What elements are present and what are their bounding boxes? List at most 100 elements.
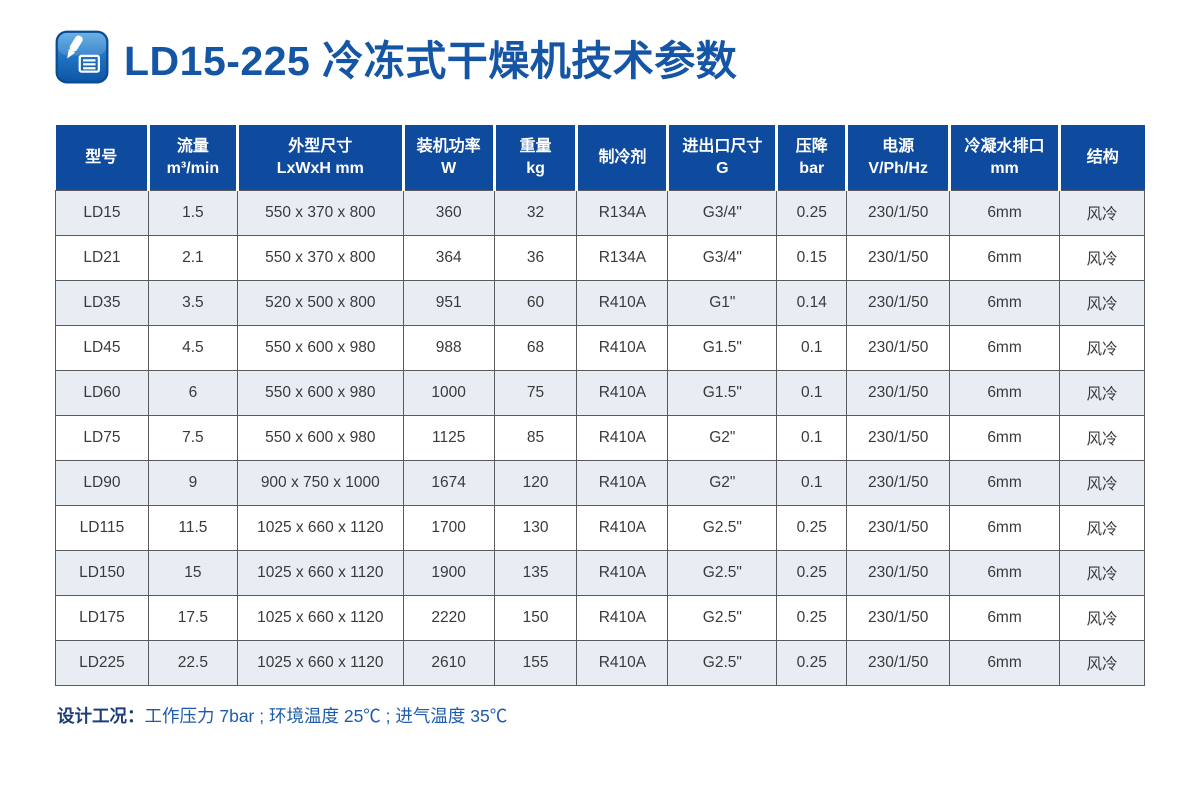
column-header: 进出口尺寸 G: [666, 125, 777, 191]
table-cell: 6mm: [949, 280, 1060, 326]
table-cell: 230/1/50: [846, 370, 951, 416]
table-cell: 230/1/50: [846, 415, 951, 461]
table-row: LD90 9 900 x 750 x 1000 1674 120 R410A G2" 0.1 2…: [55, 460, 1146, 506]
table-cell: 6: [147, 370, 238, 416]
table-header-row: 型号 流量 m³/min 外型尺寸 LxWxH mm 装机功率 W 重量 kg 制冷剂 进出口尺寸 G…: [55, 125, 1145, 191]
table-cell: 1025 x 660 x 1120: [236, 505, 404, 551]
table-cell: 230/1/50: [846, 505, 951, 551]
table-cell: 360: [402, 190, 495, 236]
table-cell: LD60: [55, 370, 149, 416]
table-cell: R410A: [576, 505, 669, 551]
table-cell: 6mm: [949, 235, 1060, 281]
table-cell: 550 x 600 x 980: [236, 415, 404, 461]
column-header: 压降 bar: [775, 125, 847, 191]
table-cell: 230/1/50: [846, 460, 951, 506]
table-cell: 900 x 750 x 1000: [236, 460, 404, 506]
table-cell: 风冷: [1058, 460, 1146, 506]
table-cell: G1.5": [667, 370, 778, 416]
table-cell: LD90: [55, 460, 149, 506]
table-cell: 风冷: [1058, 505, 1146, 551]
column-header: 冷凝水排口 mm: [948, 125, 1060, 191]
table-cell: 2.1: [147, 235, 238, 281]
table-cell: LD75: [55, 415, 149, 461]
table-cell: LD21: [55, 235, 149, 281]
table-cell: 1674: [402, 460, 495, 506]
table-cell: 11.5: [147, 505, 238, 551]
table-cell: LD150: [55, 550, 149, 596]
table-cell: 0.25: [776, 550, 848, 596]
table-cell: R410A: [576, 325, 669, 371]
table-cell: 风冷: [1058, 640, 1146, 686]
column-header: 装机功率 W: [401, 125, 495, 191]
table-row: LD225 22.5 1025 x 660 x 1120 2610 155 R410A G2…: [55, 640, 1146, 686]
table-cell: 0.1: [776, 415, 848, 461]
table-cell: 130: [493, 505, 578, 551]
table-cell: 2610: [402, 640, 495, 686]
table-cell: 1125: [402, 415, 495, 461]
table-cell: 6mm: [949, 460, 1060, 506]
table-cell: G3/4": [667, 235, 778, 281]
table-cell: G2.5": [667, 640, 778, 686]
table-cell: 1900: [402, 550, 495, 596]
table-cell: 75: [493, 370, 578, 416]
table-cell: 0.1: [776, 370, 848, 416]
table-cell: LD45: [55, 325, 149, 371]
table-cell: R410A: [576, 640, 669, 686]
table-cell: 0.14: [776, 280, 848, 326]
table-cell: 0.15: [776, 235, 848, 281]
table-cell: 60: [493, 280, 578, 326]
table-cell: LD115: [55, 505, 149, 551]
table-cell: 风冷: [1058, 325, 1146, 371]
table-cell: 9: [147, 460, 238, 506]
table-row: LD45 4.5 550 x 600 x 980 988 68 R410A G1.5" 0.1…: [55, 325, 1146, 371]
table-cell: 520 x 500 x 800: [236, 280, 404, 326]
table-cell: 6mm: [949, 595, 1060, 641]
column-header: 制冷剂: [575, 125, 668, 191]
table-cell: G3/4": [667, 190, 778, 236]
table-cell: LD175: [55, 595, 149, 641]
table-cell: 6mm: [949, 550, 1060, 596]
table-header: 型号 流量 m³/min 外型尺寸 LxWxH mm 装机功率 W 重量 kg 制冷剂 进出口尺寸 G…: [55, 125, 1145, 191]
table-cell: R410A: [576, 370, 669, 416]
table-cell: LD15: [55, 190, 149, 236]
table-cell: G2.5": [667, 550, 778, 596]
column-header: 重量 kg: [492, 125, 577, 191]
table-cell: 36: [493, 235, 578, 281]
table-cell: 550 x 600 x 980: [236, 370, 404, 416]
table-cell: 1025 x 660 x 1120: [236, 640, 404, 686]
table-cell: G2.5": [667, 505, 778, 551]
table-row: LD35 3.5 520 x 500 x 800 951 60 R410A G1" 0.14 2…: [55, 280, 1146, 326]
table-cell: R134A: [576, 190, 669, 236]
table-cell: 0.25: [776, 190, 848, 236]
table-cell: 风冷: [1058, 235, 1146, 281]
table-cell: 17.5: [147, 595, 238, 641]
table-cell: G2.5": [667, 595, 778, 641]
edit-document-icon: [55, 30, 109, 84]
table-cell: 32: [493, 190, 578, 236]
table-row: LD115 11.5 1025 x 660 x 1120 1700 130 R410A G2…: [55, 505, 1146, 551]
column-header: 流量 m³/min: [146, 125, 238, 191]
table-cell: 550 x 370 x 800: [236, 235, 404, 281]
table-row: LD150 15 1025 x 660 x 1120 1900 135 R410A G2.5…: [55, 550, 1146, 596]
table-cell: 22.5: [147, 640, 238, 686]
table-cell: 1000: [402, 370, 495, 416]
table-cell: 230/1/50: [846, 235, 951, 281]
table-cell: G2": [667, 415, 778, 461]
table-row: LD15 1.5 550 x 370 x 800 360 32 R134A G3/4" 0.2…: [55, 190, 1146, 236]
table-cell: 550 x 370 x 800: [236, 190, 404, 236]
table-cell: 988: [402, 325, 495, 371]
table-cell: 6mm: [949, 190, 1060, 236]
table-cell: 230/1/50: [846, 190, 951, 236]
table-cell: 0.1: [776, 460, 848, 506]
table-cell: 7.5: [147, 415, 238, 461]
table-cell: 3.5: [147, 280, 238, 326]
table-cell: 155: [493, 640, 578, 686]
table-cell: 120: [493, 460, 578, 506]
table-cell: 风冷: [1058, 370, 1146, 416]
table-cell: 550 x 600 x 980: [236, 325, 404, 371]
table-cell: 68: [493, 325, 578, 371]
table-cell: 2220: [402, 595, 495, 641]
table-cell: 135: [493, 550, 578, 596]
table-cell: LD35: [55, 280, 149, 326]
